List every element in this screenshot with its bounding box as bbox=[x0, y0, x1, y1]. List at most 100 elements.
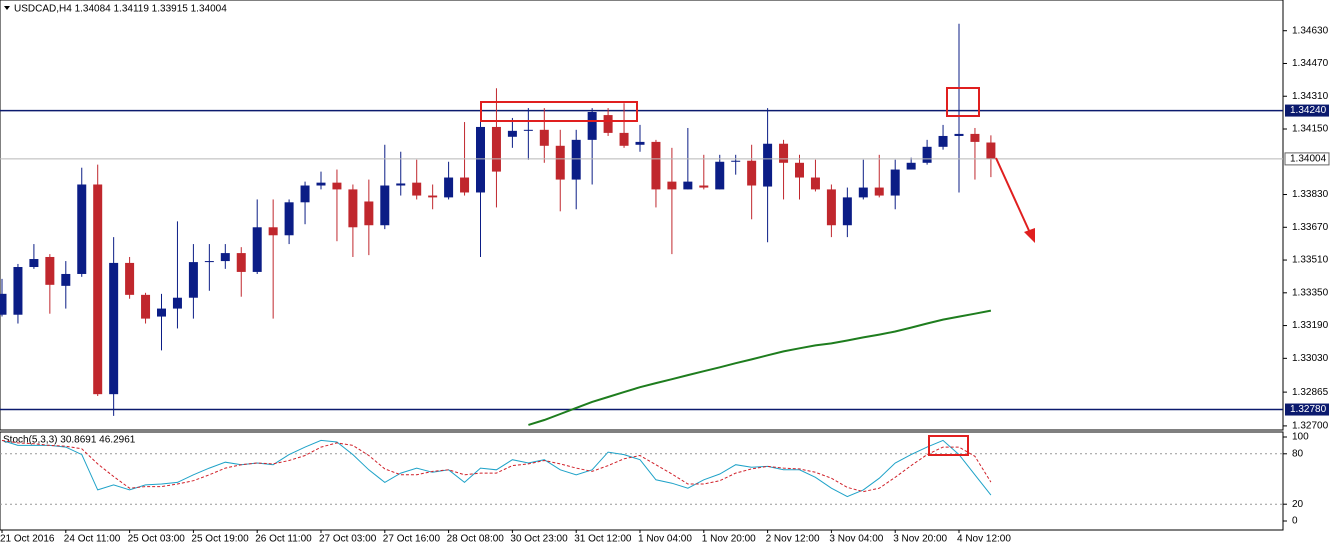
y-tick-label: 1.34470 bbox=[1292, 58, 1329, 69]
candle-body bbox=[539, 129, 549, 146]
candle-body bbox=[970, 133, 980, 142]
candle-body bbox=[0, 293, 7, 315]
candle-body bbox=[141, 294, 151, 319]
annotations bbox=[480, 87, 1035, 456]
candle-body bbox=[444, 177, 454, 198]
resistance-box bbox=[480, 101, 638, 122]
candle-body bbox=[236, 253, 246, 272]
stoch-line bbox=[1, 439, 992, 498]
candle-body bbox=[619, 132, 629, 146]
candle-body bbox=[715, 161, 725, 190]
y-tick-label: 1.33030 bbox=[1292, 353, 1329, 364]
candle-body bbox=[842, 197, 852, 226]
y-tick-label: 0 bbox=[1292, 516, 1298, 527]
x-tick-label: 4 Nov 12:00 bbox=[957, 534, 1011, 545]
candle-body bbox=[507, 130, 517, 137]
x-tick-label: 2 Nov 12:00 bbox=[766, 534, 820, 545]
x-tick-label: 24 Oct 11:00 bbox=[64, 534, 121, 545]
x-tick-label: 21 Oct 2016 bbox=[0, 534, 55, 545]
level-label: 1.34240 bbox=[1290, 105, 1327, 116]
spike-box bbox=[946, 87, 980, 117]
candle-body bbox=[922, 146, 932, 163]
candle-body bbox=[810, 177, 820, 190]
level-label: 1.32780 bbox=[1290, 404, 1327, 415]
y-tick-label: 1.34150 bbox=[1292, 124, 1329, 135]
x-tick-label: 3 Nov 20:00 bbox=[893, 534, 947, 545]
candle-body bbox=[364, 201, 374, 226]
level-label-box bbox=[1285, 403, 1329, 416]
candle-body bbox=[172, 297, 182, 309]
candle-body bbox=[874, 187, 884, 196]
x-tick-label: 27 Oct 03:00 bbox=[319, 534, 377, 545]
candle-body bbox=[667, 181, 677, 190]
candle-body bbox=[571, 139, 581, 180]
candle-body bbox=[603, 115, 613, 133]
y-tick-label: 1.32865 bbox=[1292, 387, 1329, 398]
candle-body bbox=[380, 185, 390, 226]
x-tick-label: 3 Nov 04:00 bbox=[829, 534, 883, 545]
x-tick-label: 31 Oct 12:00 bbox=[574, 534, 632, 545]
candle-body bbox=[61, 273, 71, 286]
candle-body bbox=[651, 141, 661, 190]
candle-body bbox=[157, 308, 166, 317]
candle-body bbox=[13, 267, 23, 315]
candle-body bbox=[938, 135, 948, 147]
candle-body bbox=[747, 160, 757, 186]
candle-body bbox=[491, 126, 501, 172]
x-tick-label: 1 Nov 04:00 bbox=[638, 534, 692, 545]
x-tick-label: 1 Nov 20:00 bbox=[702, 534, 756, 545]
x-tick-label: 28 Oct 08:00 bbox=[447, 534, 505, 545]
candle-body bbox=[220, 253, 230, 262]
candle-body bbox=[906, 162, 916, 170]
x-tick-label: 30 Oct 23:00 bbox=[510, 534, 568, 545]
candle-body bbox=[316, 182, 326, 186]
candle-body bbox=[890, 169, 900, 196]
candle-body bbox=[77, 184, 87, 274]
moving-average bbox=[528, 309, 992, 426]
candle-body bbox=[268, 227, 278, 236]
candle-body bbox=[29, 259, 39, 268]
candle-body bbox=[284, 202, 294, 236]
candle-body bbox=[188, 262, 198, 298]
candle-body bbox=[826, 189, 836, 226]
candle-body bbox=[858, 187, 868, 198]
candle-body bbox=[332, 182, 342, 190]
candle-body bbox=[954, 133, 964, 136]
candle-body bbox=[300, 185, 310, 203]
candle-body bbox=[986, 142, 996, 159]
y-tick-label: 1.32700 bbox=[1292, 421, 1329, 432]
candle-body bbox=[125, 262, 135, 295]
y-tick-label: 80 bbox=[1292, 448, 1304, 459]
candle-body bbox=[396, 183, 406, 186]
y-tick-label: 1.33510 bbox=[1292, 255, 1329, 266]
menu-arrow[interactable] bbox=[4, 6, 10, 10]
candle-body bbox=[587, 112, 597, 140]
y-tick-label: 1.34310 bbox=[1292, 91, 1329, 102]
chart-title: USDCAD,H4 1.34084 1.34119 1.33915 1.3400… bbox=[14, 4, 227, 15]
candle-body bbox=[460, 177, 470, 193]
x-tick-label: 26 Oct 11:00 bbox=[255, 534, 312, 545]
candle-body bbox=[252, 227, 262, 272]
candle-body bbox=[45, 256, 55, 285]
stoch-line bbox=[1, 439, 992, 493]
candle-body bbox=[731, 160, 741, 162]
y-tick-label: 100 bbox=[1292, 432, 1309, 443]
candle-body bbox=[204, 261, 214, 263]
candle-body bbox=[476, 126, 485, 193]
x-tick-label: 25 Oct 19:00 bbox=[191, 534, 249, 545]
x-tick-label: 27 Oct 16:00 bbox=[383, 534, 441, 545]
y-tick-label: 1.33830 bbox=[1292, 189, 1329, 200]
candle-body bbox=[523, 129, 533, 131]
candle-body bbox=[763, 143, 773, 187]
candle-body bbox=[348, 189, 358, 228]
y-tick-label: 20 bbox=[1292, 499, 1304, 510]
y-tick-label: 1.33670 bbox=[1292, 222, 1329, 233]
y-tick-label: 1.34630 bbox=[1292, 25, 1329, 36]
x-tick-label: 25 Oct 03:00 bbox=[128, 534, 186, 545]
y-tick-label: 1.33350 bbox=[1292, 287, 1329, 298]
y-tick-label: 1.33190 bbox=[1292, 320, 1329, 331]
candle-body bbox=[699, 185, 709, 188]
candle-body bbox=[795, 162, 804, 178]
